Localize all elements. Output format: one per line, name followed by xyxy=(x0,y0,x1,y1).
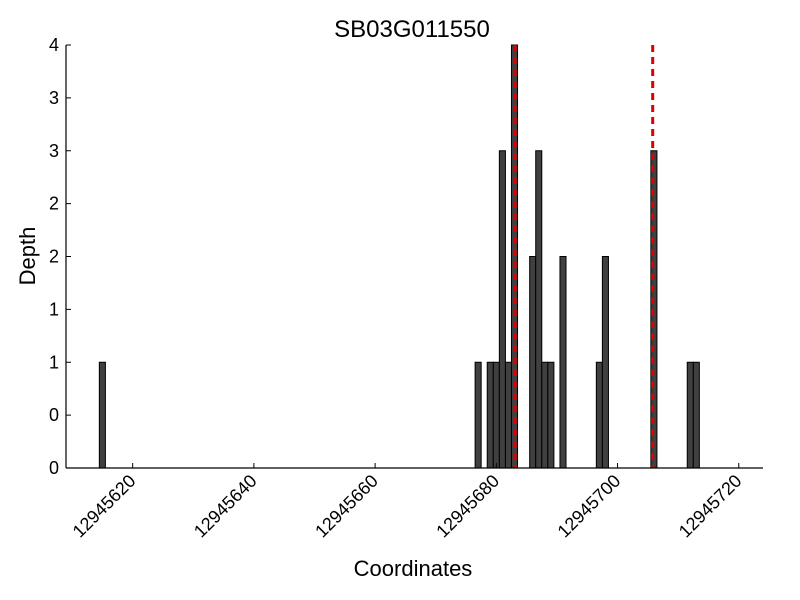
x-tick-label-4: 12945700 xyxy=(554,471,625,542)
x-tick-label-3: 12945680 xyxy=(432,471,503,542)
bar-3 xyxy=(492,361,500,469)
markers-layer xyxy=(513,45,655,468)
bar-2 xyxy=(486,361,494,469)
x-tick-label-2: 12945660 xyxy=(311,471,382,542)
bar-1 xyxy=(474,361,482,469)
x-tick-label-5: 12945720 xyxy=(675,471,746,542)
x-tick-label-1: 12945640 xyxy=(190,471,261,542)
y-tick-label-4: 2 xyxy=(49,247,59,267)
y-tick-label-7: 3 xyxy=(49,88,59,108)
y-tick-label-0: 0 xyxy=(49,458,59,478)
y-tick-label-6: 3 xyxy=(49,141,59,161)
bar-0 xyxy=(98,361,106,469)
bars-layer xyxy=(98,44,700,469)
y-tick-label-2: 1 xyxy=(49,352,59,372)
chart-title: SB03G011550 xyxy=(334,16,490,43)
bar-16 xyxy=(692,361,700,469)
bar-13 xyxy=(601,256,609,469)
bar-5 xyxy=(504,361,512,469)
bar-11 xyxy=(559,256,567,469)
y-tick-label-8: 4 xyxy=(49,35,59,55)
x-axis-title: Coordinates xyxy=(354,556,473,581)
bar-9 xyxy=(541,361,549,469)
bar-7 xyxy=(529,256,537,469)
bar-10 xyxy=(547,361,555,469)
bar-4 xyxy=(498,150,506,469)
bar-8 xyxy=(535,150,543,469)
ticks-layer: 0 0 1 1 2 2 3 3 4 12945620 12945640 12945660 1294568… xyxy=(49,35,746,541)
y-tick-label-5: 2 xyxy=(49,194,59,214)
bar-12 xyxy=(595,361,603,469)
y-tick-label-1: 0 xyxy=(49,405,59,425)
axes-layer xyxy=(65,45,763,469)
bar-15 xyxy=(686,361,694,469)
y-axis-title: Depth xyxy=(15,227,40,286)
x-tick-label-0: 12945620 xyxy=(69,471,140,542)
y-tick-label-3: 1 xyxy=(49,299,59,319)
